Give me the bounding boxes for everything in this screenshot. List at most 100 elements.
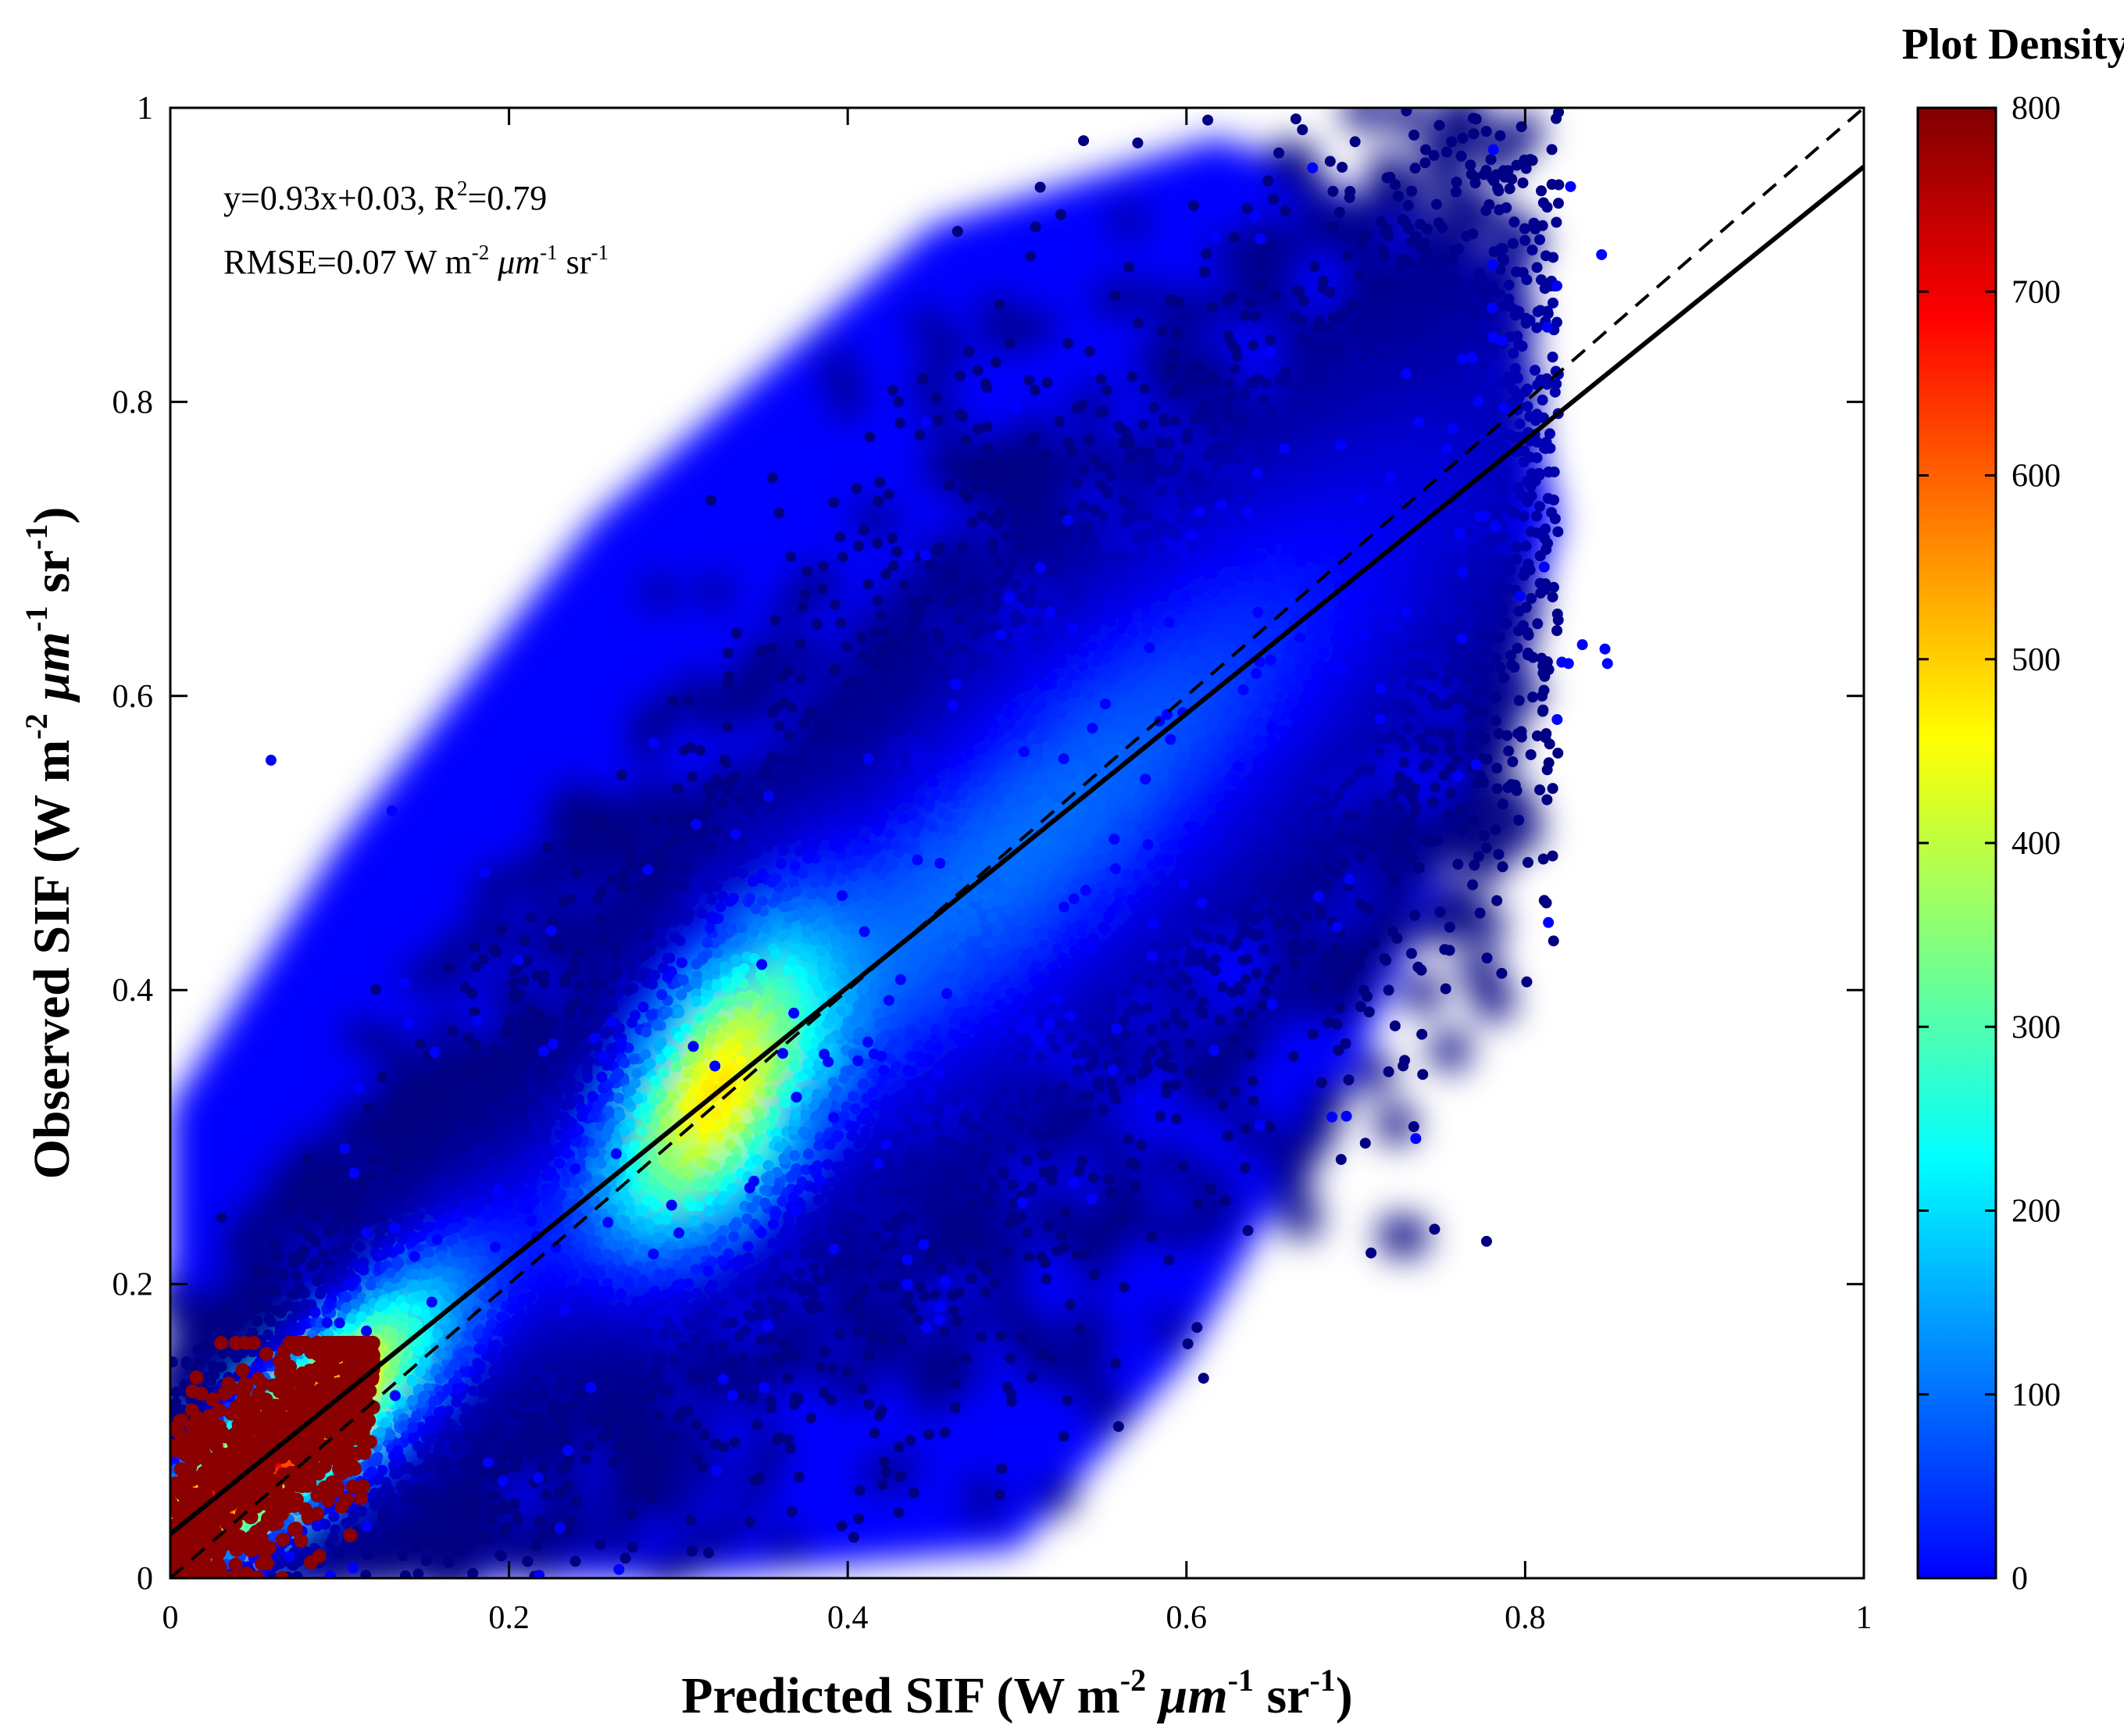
- scatter-point: [1402, 200, 1414, 212]
- scatter-point: [1452, 859, 1464, 870]
- density-blob: [712, 1506, 753, 1547]
- scatter-point: [1205, 1086, 1217, 1098]
- scatter-point: [1335, 1154, 1347, 1166]
- density-blob: [859, 1338, 901, 1380]
- scatter-point: [951, 1245, 962, 1256]
- scatter-point: [980, 937, 992, 948]
- scatter-point: [1087, 1172, 1099, 1184]
- scatter-point: [1355, 851, 1366, 863]
- density-blob: [1343, 108, 1384, 131]
- scatter-point: [1294, 888, 1306, 899]
- density-blob: [1091, 279, 1132, 320]
- scatter-point: [1247, 1075, 1258, 1087]
- scatter-point: [1326, 221, 1338, 233]
- scatter-point: [1368, 938, 1380, 949]
- scatter-point: [554, 1157, 566, 1169]
- scatter-point: [1177, 499, 1189, 511]
- scatter-point: [921, 654, 933, 666]
- scatter-point: [1173, 452, 1185, 463]
- density-blob: [1464, 903, 1505, 945]
- scatter-point: [1283, 830, 1295, 841]
- scatter-point: [1290, 113, 1301, 125]
- scatter-point: [640, 931, 651, 942]
- scatter-point: [250, 1303, 262, 1315]
- scatter-point: [1383, 1066, 1394, 1077]
- scatter-point: [295, 1222, 306, 1234]
- scatter-point: [1368, 411, 1380, 423]
- scatter-point: [835, 873, 847, 885]
- density-blob: [1117, 1182, 1158, 1223]
- scatter-point: [924, 1169, 936, 1181]
- scatter-point: [1215, 595, 1226, 606]
- scatter-point: [1187, 713, 1199, 724]
- scatter-point: [1026, 1371, 1037, 1383]
- density-blob: [399, 955, 441, 996]
- density-blob: [340, 1015, 381, 1056]
- scatter-point: [1497, 798, 1508, 810]
- scatter-point: [1445, 577, 1457, 588]
- scatter-point: [277, 1269, 289, 1281]
- scatter-point: [1349, 136, 1361, 148]
- scatter-point: [1333, 730, 1344, 742]
- scatter-point: [669, 1354, 680, 1366]
- scatter-point: [571, 867, 583, 879]
- scatter-point: [1322, 952, 1333, 964]
- scatter-point: [499, 1345, 511, 1357]
- scatter-point: [1536, 185, 1547, 197]
- scatter-point: [1172, 327, 1183, 339]
- scatter-point: [966, 1273, 977, 1284]
- scatter-point: [537, 1462, 548, 1473]
- scatter-point: [1490, 652, 1502, 664]
- scatter-point: [207, 1310, 219, 1322]
- scatter-point: [1105, 616, 1117, 628]
- scatter-point: [672, 783, 684, 795]
- scatter-point: [1519, 223, 1530, 234]
- scatter-point: [917, 373, 929, 385]
- scatter-point: [869, 1231, 881, 1243]
- scatter-point: [887, 532, 898, 544]
- density-blob: [1473, 981, 1515, 1022]
- scatter-point: [1035, 1051, 1047, 1063]
- scatter-point: [837, 552, 849, 563]
- scatter-point: [1295, 381, 1307, 393]
- scatter-point: [1383, 595, 1394, 606]
- scatter-point: [1214, 1014, 1226, 1026]
- scatter-point: [423, 1221, 434, 1233]
- scatter-point: [1490, 823, 1501, 835]
- density-blob: [638, 572, 680, 613]
- scatter-point: [1206, 716, 1218, 727]
- scatter-point: [1013, 1122, 1025, 1134]
- scatter-point: [1312, 872, 1324, 884]
- scatter-point: [570, 1496, 582, 1508]
- density-blob: [1273, 1130, 1314, 1171]
- scatter-point: [823, 773, 834, 785]
- scatter-point: [1256, 416, 1268, 428]
- scatter-point: [216, 1212, 227, 1223]
- scatter-point: [1184, 1038, 1196, 1049]
- scatter-point: [428, 1521, 440, 1533]
- scatter-point: [403, 1462, 415, 1473]
- scatter-point: [1331, 944, 1343, 956]
- scatter-point: [1046, 1353, 1058, 1365]
- scatter-point: [608, 1320, 619, 1331]
- scatter-point: [452, 1075, 463, 1087]
- scatter-point: [1037, 940, 1049, 952]
- scatter-point: [853, 540, 865, 552]
- scatter-point: [1098, 921, 1109, 933]
- density-blob: [1297, 210, 1338, 252]
- scatter-point: [972, 423, 983, 435]
- scatter-point: [996, 1463, 1008, 1475]
- scatter-point: [1023, 1251, 1035, 1263]
- density-blob: [1171, 1042, 1212, 1084]
- scatter-point: [826, 1394, 837, 1406]
- scatter-point: [791, 788, 803, 800]
- scatter-point: [291, 1571, 303, 1578]
- scatter-point: [1249, 310, 1261, 322]
- scatter-point: [1246, 1009, 1258, 1020]
- scatter-point: [625, 959, 637, 970]
- scatter-point: [993, 672, 1005, 684]
- density-blob: [1018, 305, 1059, 347]
- scatter-point: [1216, 981, 1228, 993]
- scatter-point: [908, 998, 919, 1010]
